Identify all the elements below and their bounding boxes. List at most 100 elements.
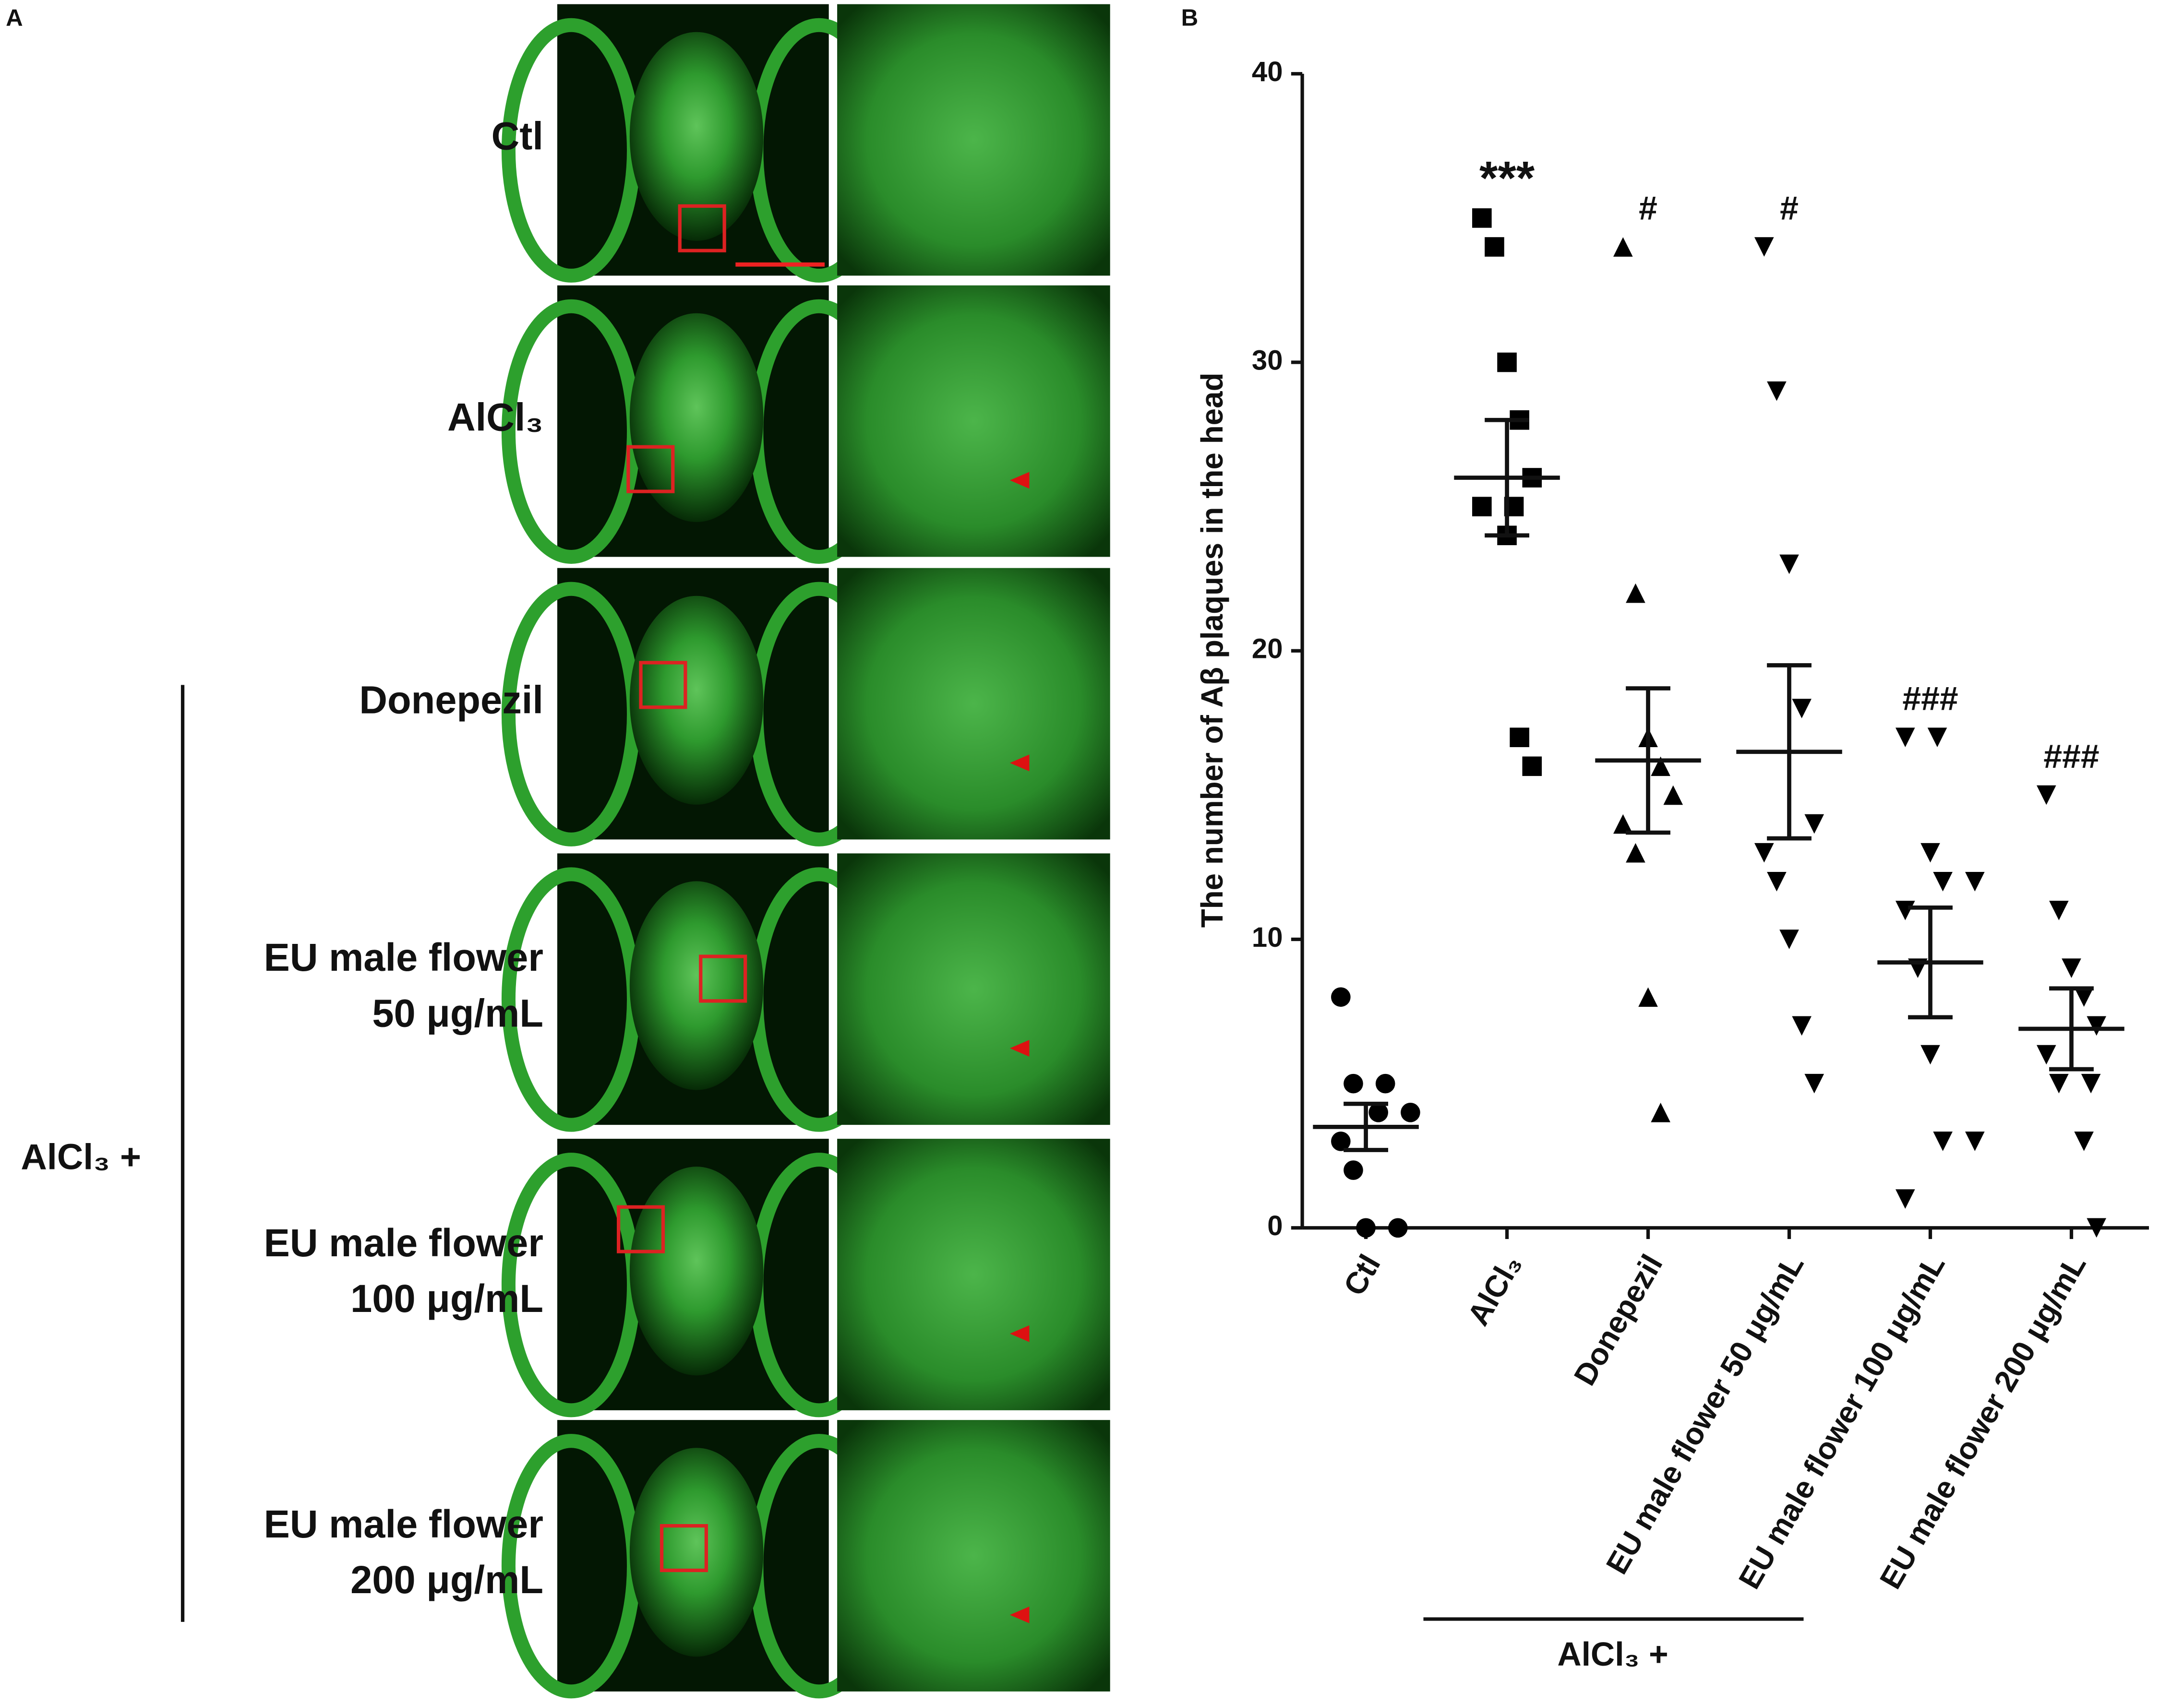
data-point (1779, 929, 1799, 949)
row-label: EU male flower (264, 1221, 543, 1265)
significance-label: # (1780, 189, 1799, 226)
data-point (1965, 1132, 1985, 1151)
data-point (1792, 1016, 1812, 1036)
data-point (1368, 1102, 1388, 1122)
data-point (1626, 843, 1645, 863)
data-point (1895, 1189, 1915, 1209)
brain (629, 1448, 764, 1657)
data-point (1933, 871, 1953, 892)
data-point (2087, 1218, 2106, 1238)
y-tick-label: 30 (1252, 345, 1283, 376)
data-point (1767, 871, 1787, 892)
data-point (1638, 987, 1658, 1007)
roi-box (660, 1524, 708, 1573)
panel-label: A (6, 5, 23, 31)
zoom-image (837, 853, 1110, 1125)
zoom-image (837, 568, 1110, 840)
roi-box (678, 204, 726, 252)
row-label: 50 μg/mL (372, 991, 543, 1035)
data-point (1626, 583, 1645, 603)
data-point (1804, 1073, 1824, 1094)
data-point (1754, 237, 1774, 257)
arrowhead (1009, 1040, 1030, 1057)
data-point (2062, 958, 2081, 978)
data-point (1920, 1045, 1940, 1065)
y-tick-label: 40 (1252, 56, 1283, 87)
row-label: Donepezil (359, 679, 543, 722)
data-point (1792, 699, 1812, 718)
data-point (1331, 987, 1351, 1007)
data-point (1895, 901, 1915, 920)
data-point (2036, 785, 2056, 805)
arrowhead (1009, 754, 1030, 772)
y-tick-label: 10 (1252, 922, 1283, 953)
data-point (1651, 756, 1670, 776)
data-point (1510, 727, 1529, 747)
row-label: Ctl (492, 115, 543, 158)
data-point (1613, 814, 1633, 834)
data-point (1933, 1132, 1953, 1151)
data-point (1375, 1073, 1395, 1094)
data-point (1485, 237, 1504, 257)
y-tick-label: 0 (1267, 1210, 1283, 1241)
data-point (1779, 554, 1799, 574)
data-point (1472, 497, 1492, 516)
x-tick-label: AlCl₃ (1461, 1249, 1528, 1331)
brain (629, 881, 764, 1090)
arrowhead (1009, 1606, 1030, 1623)
row-label: EU male flower (264, 1502, 543, 1546)
significance-label: ### (1902, 680, 1958, 717)
significance-label: *** (1479, 152, 1535, 204)
panel-label: B (1181, 5, 1199, 31)
zoom-image (837, 1139, 1110, 1410)
data-point (1927, 727, 1947, 747)
data-point (1522, 756, 1542, 776)
roi-box (699, 954, 747, 1003)
roi-box (616, 1205, 665, 1253)
brain (629, 32, 764, 241)
data-point (1472, 208, 1492, 228)
image-grid (501, 4, 1110, 1699)
data-point (1388, 1218, 1408, 1238)
data-point (1754, 843, 1774, 863)
y-tick-label: 20 (1252, 633, 1283, 665)
zoom-image (837, 4, 1110, 276)
data-point (2074, 1132, 2094, 1151)
data-point (1895, 727, 1915, 747)
data-point (1767, 381, 1787, 401)
data-point (1920, 843, 1940, 863)
group-label: AlCl₃ + (21, 1137, 141, 1177)
brain (629, 313, 764, 522)
data-point (1344, 1073, 1363, 1094)
data-point (1651, 1102, 1670, 1122)
data-point (1331, 1132, 1351, 1151)
roi-box (626, 445, 675, 493)
data-point (1401, 1102, 1420, 1122)
significance-label: ### (2043, 738, 2099, 775)
y-axis-label: The number of Aβ plaques in the head (1195, 372, 1229, 928)
x-tick-label: Ctl (1337, 1249, 1387, 1301)
data-point (1356, 1218, 1376, 1238)
brain (629, 596, 764, 805)
arrowhead (1009, 1325, 1030, 1342)
data-point (1804, 814, 1824, 834)
data-point (1344, 1160, 1363, 1180)
data-point (2074, 987, 2094, 1007)
data-point (2049, 901, 2069, 920)
arrowhead (1009, 472, 1030, 489)
zoom-image (837, 285, 1110, 557)
row-label: AlCl₃ (447, 396, 543, 440)
data-point (2087, 1016, 2106, 1036)
bracket-label: AlCl₃ + (1557, 1635, 1668, 1673)
zoom-image (837, 1420, 1110, 1692)
data-point (2049, 1073, 2069, 1094)
row-label: 100 μg/mL (350, 1277, 543, 1321)
significance-label: # (1639, 189, 1657, 226)
data-point (1663, 785, 1683, 805)
row-label: 200 μg/mL (350, 1558, 543, 1602)
brain (629, 1167, 764, 1376)
data-point (1497, 352, 1517, 372)
roi-box (639, 661, 687, 709)
